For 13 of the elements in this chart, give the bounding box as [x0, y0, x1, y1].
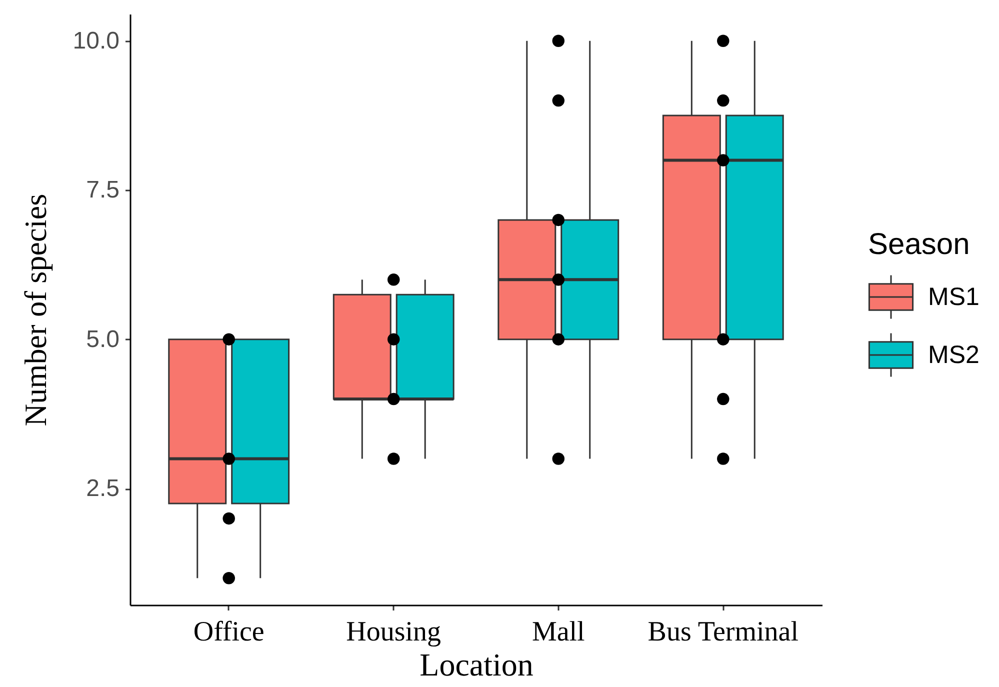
- x-tick-label: Mall: [532, 616, 586, 648]
- y-tick-label: 2.5: [86, 475, 120, 502]
- legend-title: Season: [868, 228, 970, 261]
- x-tick-label: Housing: [346, 616, 442, 648]
- x-tick-label: Office: [193, 616, 264, 648]
- x-axis-title: Location: [420, 646, 534, 682]
- y-tick-label: 5.0: [86, 326, 120, 353]
- y-axis-title: Number of species: [18, 194, 53, 426]
- y-tick-label: 7.5: [86, 176, 120, 204]
- legend-label: MS2: [928, 341, 980, 369]
- x-tick-label: Bus Terminal: [648, 616, 799, 648]
- y-tick-label: 10.0: [72, 27, 120, 54]
- legend-label: MS1: [928, 283, 980, 311]
